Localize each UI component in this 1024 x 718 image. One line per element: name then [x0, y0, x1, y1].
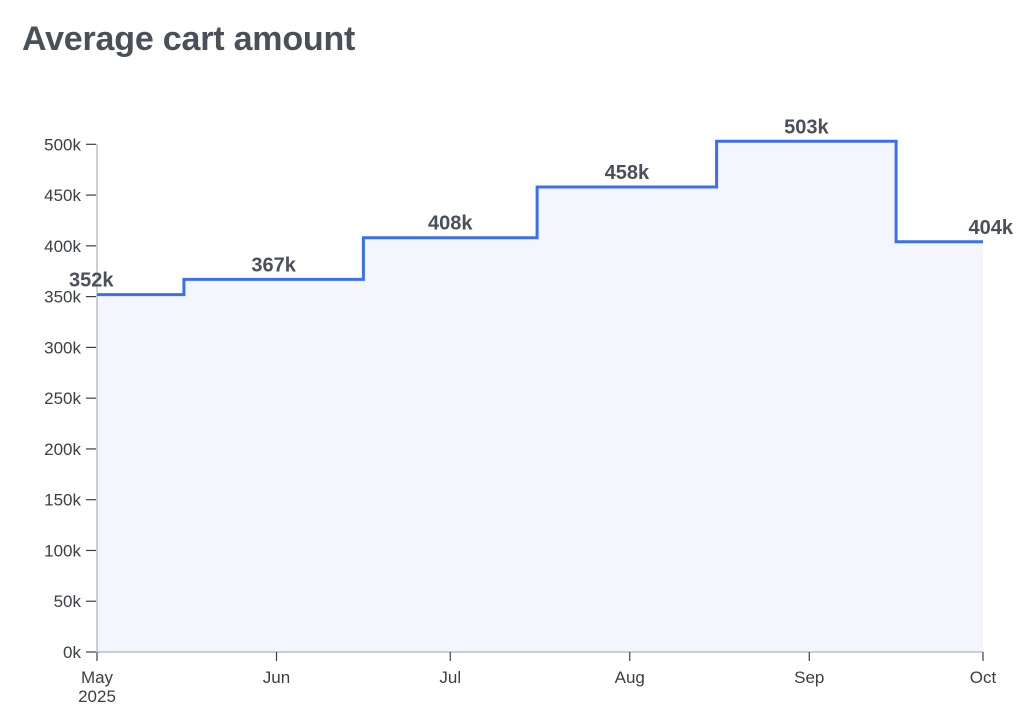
- x-tick-sublabel: 2025: [78, 687, 116, 706]
- y-tick-label: 250k: [44, 389, 81, 408]
- x-tick-label: Aug: [615, 668, 645, 687]
- y-tick-label: 200k: [44, 440, 81, 459]
- series-line: [97, 139, 983, 297]
- area-fill: [97, 141, 983, 653]
- y-tick-label: 400k: [44, 237, 81, 256]
- x-tick-label: Oct: [970, 668, 997, 687]
- x-tick-label: May: [81, 668, 114, 687]
- y-tick-label: 150k: [44, 491, 81, 510]
- y-tick-label: 50k: [54, 592, 82, 611]
- x-tick-label: Sep: [794, 668, 824, 687]
- data-label: 458k: [605, 162, 650, 184]
- y-tick-label: 450k: [44, 186, 81, 205]
- x-tick-label: Jul: [439, 668, 461, 687]
- data-label: 404k: [969, 217, 1014, 239]
- y-tick-label: 500k: [44, 135, 81, 154]
- data-label: 408k: [428, 213, 473, 235]
- x-tick-label: Jun: [263, 668, 290, 687]
- data-label: 503k: [784, 116, 829, 138]
- y-tick-label: 350k: [44, 288, 81, 307]
- y-tick-label: 100k: [44, 541, 81, 560]
- data-label: 352k: [69, 270, 114, 292]
- y-tick-label: 0k: [63, 643, 81, 662]
- chart-title: Average cart amount: [22, 20, 356, 58]
- y-tick-label: 300k: [44, 338, 81, 357]
- data-label: 367k: [251, 254, 296, 276]
